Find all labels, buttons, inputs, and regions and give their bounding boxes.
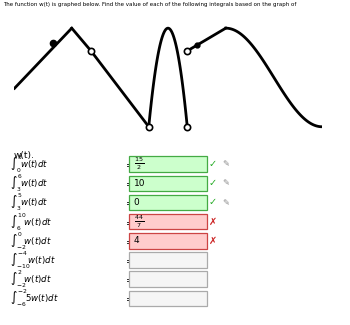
Text: $\int_{-6}^{-2}\!5w(t)dt$: $\int_{-6}^{-2}\!5w(t)dt$ (10, 287, 60, 309)
Text: $\int_{-2}^{0}\!w(t)dt$: $\int_{-2}^{0}\!w(t)dt$ (10, 230, 52, 252)
Text: $=$: $=$ (124, 159, 135, 169)
Text: $\int_{3}^{6}\!w(t)dt$: $\int_{3}^{6}\!w(t)dt$ (10, 172, 49, 194)
Text: $\int_{3}^{5}\!w(t)dt$: $\int_{3}^{5}\!w(t)dt$ (10, 191, 49, 214)
Text: ✓: ✓ (209, 159, 217, 169)
Text: ✓: ✓ (209, 198, 217, 207)
Text: ✓: ✓ (209, 178, 217, 188)
Text: ✎: ✎ (222, 179, 229, 188)
Text: $=$: $=$ (124, 198, 135, 207)
Text: ✗: ✗ (209, 236, 217, 246)
Text: $=$: $=$ (124, 217, 135, 227)
Text: $=$: $=$ (124, 293, 135, 303)
Text: $=$: $=$ (124, 178, 135, 188)
Text: ✎: ✎ (222, 198, 229, 207)
Text: 10: 10 (134, 179, 145, 188)
Text: ✎: ✎ (222, 160, 229, 169)
Text: $=$: $=$ (124, 274, 135, 284)
Text: w(t).: w(t). (14, 151, 35, 160)
Text: $\int_{6}^{10}\!w(t)dt$: $\int_{6}^{10}\!w(t)dt$ (10, 211, 52, 233)
Text: $=$: $=$ (124, 255, 135, 265)
Text: $\int_{-10}^{-4}\!w(t)dt$: $\int_{-10}^{-4}\!w(t)dt$ (10, 249, 56, 271)
Text: 0: 0 (134, 198, 139, 207)
Text: $\frac{15}{2}$: $\frac{15}{2}$ (134, 156, 144, 173)
Text: The function w(t) is graphed below. Find the value of each of the following inte: The function w(t) is graphed below. Find… (4, 2, 297, 6)
Text: $\frac{44}{7}$: $\frac{44}{7}$ (134, 213, 144, 230)
Text: 4: 4 (134, 236, 139, 245)
Text: ✗: ✗ (209, 217, 217, 227)
Text: $\int_{0}^{3}\!w(t)dt$: $\int_{0}^{3}\!w(t)dt$ (10, 153, 49, 175)
Text: $=$: $=$ (124, 236, 135, 246)
Text: $\int_{-2}^{2}\!w(t)dt$: $\int_{-2}^{2}\!w(t)dt$ (10, 268, 52, 290)
